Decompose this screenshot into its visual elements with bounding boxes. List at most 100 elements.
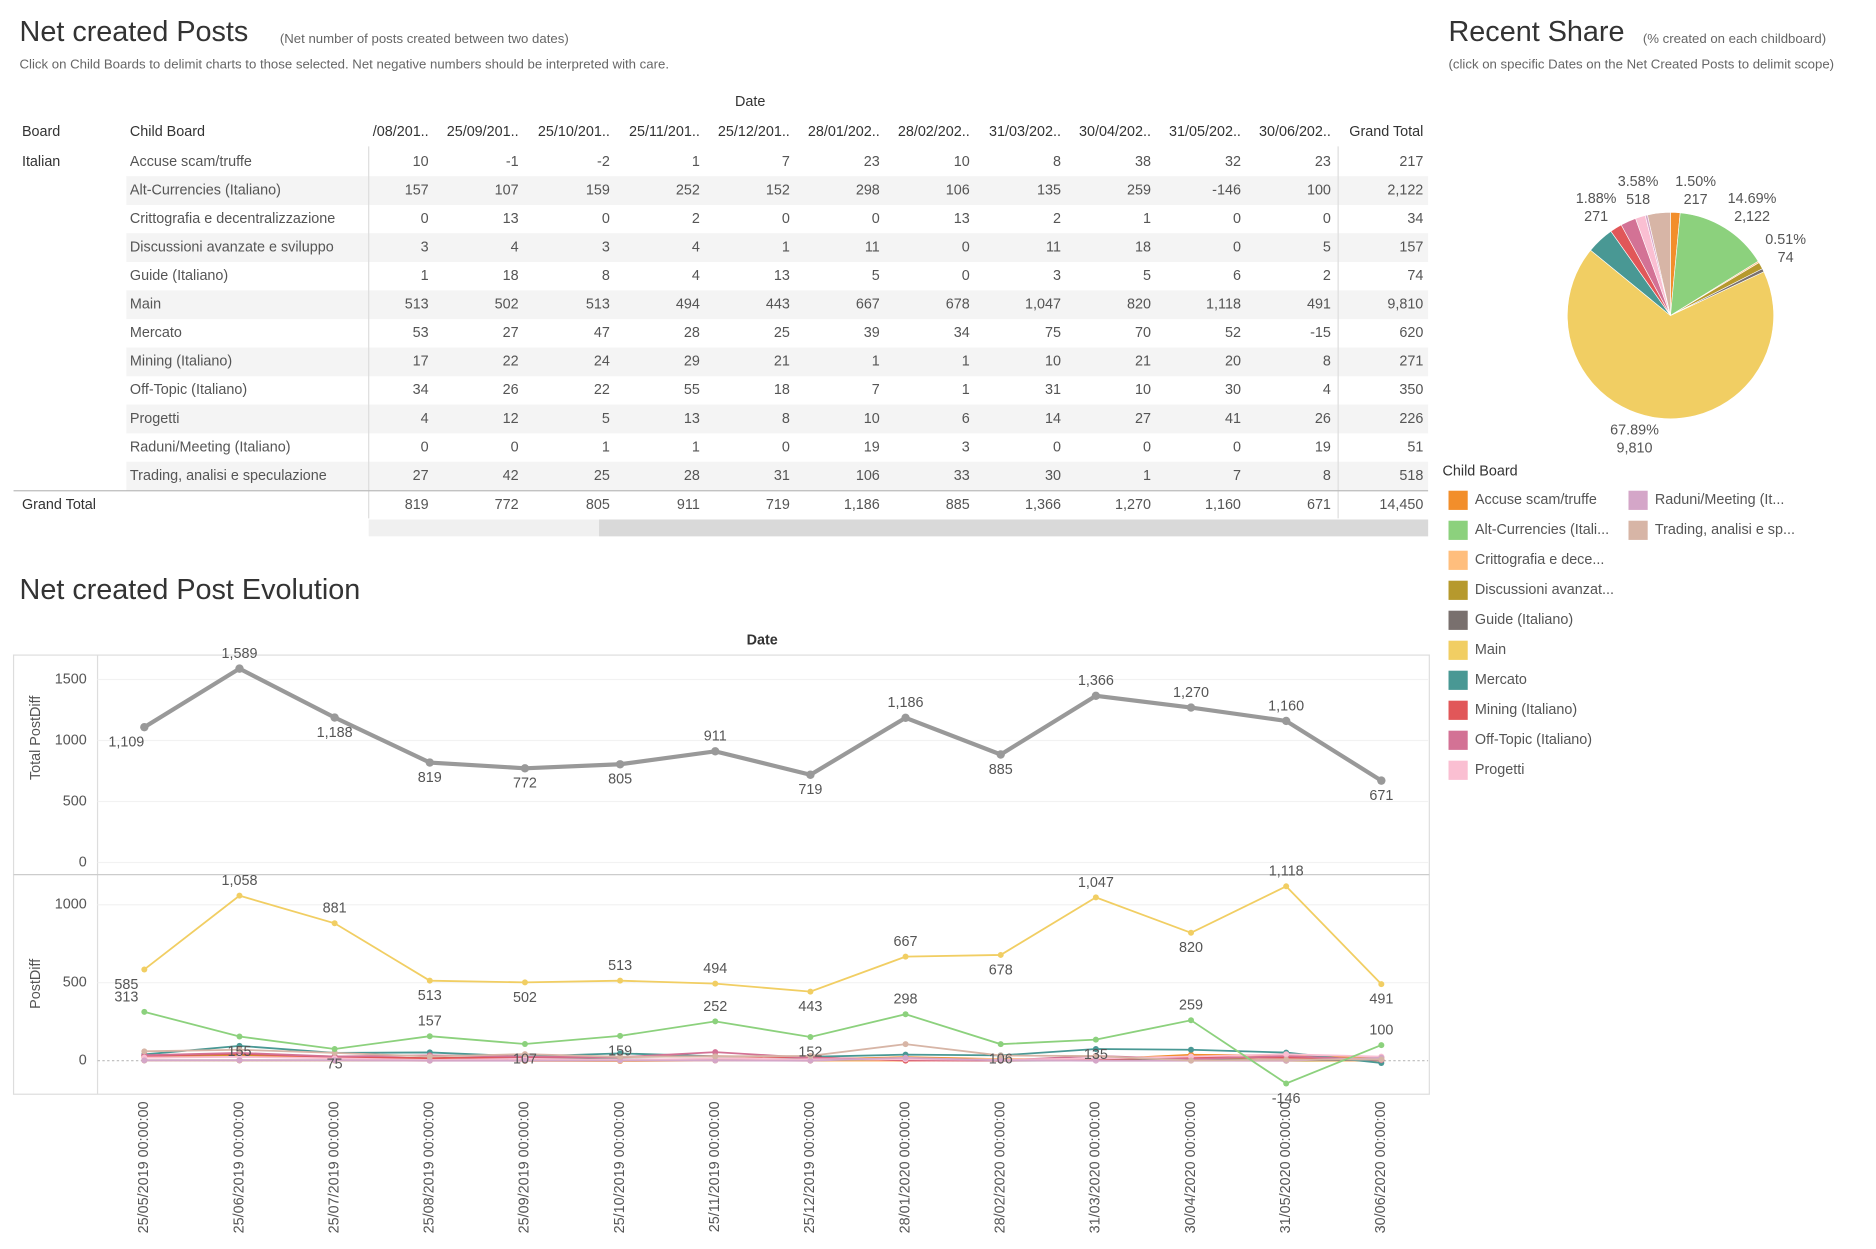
row-band bbox=[126, 176, 1429, 205]
legend-swatch[interactable] bbox=[1448, 610, 1468, 630]
point bbox=[1378, 1056, 1385, 1063]
legend-swatch[interactable] bbox=[1448, 520, 1468, 540]
cell: 491 bbox=[1307, 297, 1331, 313]
data-label: 298 bbox=[894, 992, 918, 1008]
legend-swatch[interactable] bbox=[1448, 670, 1468, 690]
point bbox=[520, 764, 530, 773]
child-board[interactable]: Alt-Currencies (Italiano) bbox=[130, 182, 281, 198]
point bbox=[1092, 1045, 1099, 1052]
data-label: 155 bbox=[227, 1044, 251, 1060]
cell: -2 bbox=[597, 154, 610, 170]
data-label: 259 bbox=[1179, 998, 1203, 1014]
legend-swatch[interactable] bbox=[1448, 490, 1468, 510]
pie-slice[interactable] bbox=[1567, 249, 1774, 419]
cell: 28 bbox=[684, 468, 700, 484]
row-total: 271 bbox=[1399, 354, 1423, 370]
pie-percent: 0.51% bbox=[1765, 232, 1806, 248]
child-board[interactable]: Crittografia e decentralizzazione bbox=[130, 211, 335, 227]
x-tick-label: 25/11/2019 00:00:00 bbox=[707, 1101, 723, 1232]
point bbox=[1283, 883, 1290, 890]
legend-label[interactable]: Raduni/Meeting (It... bbox=[1655, 492, 1784, 508]
legend-label[interactable]: Accuse scam/truffe bbox=[1475, 492, 1597, 508]
child-board[interactable]: Guide (Italiano) bbox=[130, 268, 228, 284]
cell: 19 bbox=[864, 439, 880, 455]
point bbox=[236, 892, 243, 899]
y-tick-label: 1000 bbox=[55, 732, 87, 748]
legend-swatch[interactable] bbox=[1628, 490, 1648, 510]
child-board[interactable]: Accuse scam/truffe bbox=[130, 154, 252, 170]
child-board[interactable]: Discussioni avanzate e sviluppo bbox=[130, 239, 334, 255]
point bbox=[425, 758, 434, 767]
child-board[interactable]: Trading, analisi e speculazione bbox=[130, 468, 327, 484]
cell: 8 bbox=[1053, 154, 1061, 170]
legend-swatch[interactable] bbox=[1448, 550, 1468, 570]
point bbox=[617, 1053, 624, 1060]
pie-percent: 67.89% bbox=[1610, 423, 1659, 439]
cell: 13 bbox=[503, 211, 519, 227]
legend-swatch[interactable] bbox=[1448, 640, 1468, 660]
pie-slice[interactable] bbox=[1670, 212, 1759, 317]
cell: 6 bbox=[962, 411, 970, 427]
cell: 33 bbox=[954, 468, 970, 484]
cell: 2 bbox=[1053, 211, 1061, 227]
cell: 10 bbox=[1135, 382, 1151, 398]
cell: 26 bbox=[1315, 411, 1331, 427]
child-board[interactable]: Progetti bbox=[130, 411, 180, 427]
row-band bbox=[126, 290, 1429, 320]
cell: 3 bbox=[421, 239, 429, 255]
legend-label[interactable]: Progetti bbox=[1475, 762, 1525, 778]
legend-label[interactable]: Alt-Currencies (Itali... bbox=[1475, 522, 1609, 538]
y-tick-label: 500 bbox=[63, 793, 87, 809]
cell: 10 bbox=[413, 154, 429, 170]
point bbox=[236, 1046, 243, 1053]
legend-label[interactable]: Guide (Italiano) bbox=[1475, 612, 1573, 628]
cell: 0 bbox=[602, 211, 610, 227]
pie-slice[interactable] bbox=[1647, 212, 1671, 316]
point bbox=[235, 664, 244, 673]
legend-label[interactable]: Mercato bbox=[1475, 672, 1527, 688]
cell: 10 bbox=[864, 411, 880, 427]
x-tick-label: 25/05/2019 00:00:00 bbox=[136, 1101, 152, 1233]
y-axis-title: Total PostDiff bbox=[28, 695, 44, 780]
column-header: 30/06/202.. bbox=[1259, 124, 1331, 140]
table-title: Net created Posts bbox=[20, 16, 249, 48]
cell: 159 bbox=[586, 182, 610, 198]
legend-label[interactable]: Crittografia e dece... bbox=[1475, 552, 1604, 568]
legend-swatch[interactable] bbox=[1448, 700, 1468, 720]
point bbox=[521, 1057, 528, 1064]
pie-note: (click on specific Dates on the Net Crea… bbox=[1449, 56, 1835, 71]
child-board[interactable]: Raduni/Meeting (Italiano) bbox=[130, 439, 291, 455]
legend-label[interactable]: Discussioni avanzat... bbox=[1475, 582, 1614, 598]
scroll-thumb[interactable] bbox=[599, 519, 1429, 537]
legend-label[interactable]: Trading, analisi e sp... bbox=[1655, 522, 1795, 538]
cell: 8 bbox=[1323, 468, 1331, 484]
legend-swatch[interactable] bbox=[1628, 520, 1648, 540]
legend-swatch[interactable] bbox=[1448, 730, 1468, 750]
cell: 24 bbox=[594, 354, 610, 370]
grand-total-cell: 1,160 bbox=[1205, 497, 1241, 513]
cell: 4 bbox=[692, 239, 700, 255]
cell: 21 bbox=[1135, 354, 1151, 370]
series-line bbox=[143, 666, 1383, 783]
cell: 39 bbox=[864, 325, 880, 341]
cell: 5 bbox=[602, 411, 610, 427]
point bbox=[521, 1051, 528, 1058]
child-board[interactable]: Off-Topic (Italiano) bbox=[130, 382, 247, 398]
point bbox=[712, 1053, 719, 1060]
legend-label[interactable]: Mining (Italiano) bbox=[1475, 702, 1577, 718]
point bbox=[807, 1052, 814, 1059]
cell: 7 bbox=[872, 382, 880, 398]
cell: 1 bbox=[692, 439, 700, 455]
child-board[interactable]: Mining (Italiano) bbox=[130, 354, 232, 370]
cell: 4 bbox=[1323, 382, 1331, 398]
legend-swatch[interactable] bbox=[1448, 580, 1468, 600]
legend-label[interactable]: Main bbox=[1475, 642, 1506, 658]
cell: 11 bbox=[865, 239, 880, 255]
child-board[interactable]: Mercato bbox=[130, 325, 182, 341]
child-board[interactable]: Main bbox=[130, 297, 161, 313]
legend-label[interactable]: Off-Topic (Italiano) bbox=[1475, 732, 1592, 748]
legend-swatch[interactable] bbox=[1448, 760, 1468, 780]
column-header: 30/04/202.. bbox=[1079, 124, 1151, 140]
x-tick-label: 28/01/2020 00:00:00 bbox=[897, 1101, 913, 1233]
cell: 10 bbox=[1045, 354, 1061, 370]
